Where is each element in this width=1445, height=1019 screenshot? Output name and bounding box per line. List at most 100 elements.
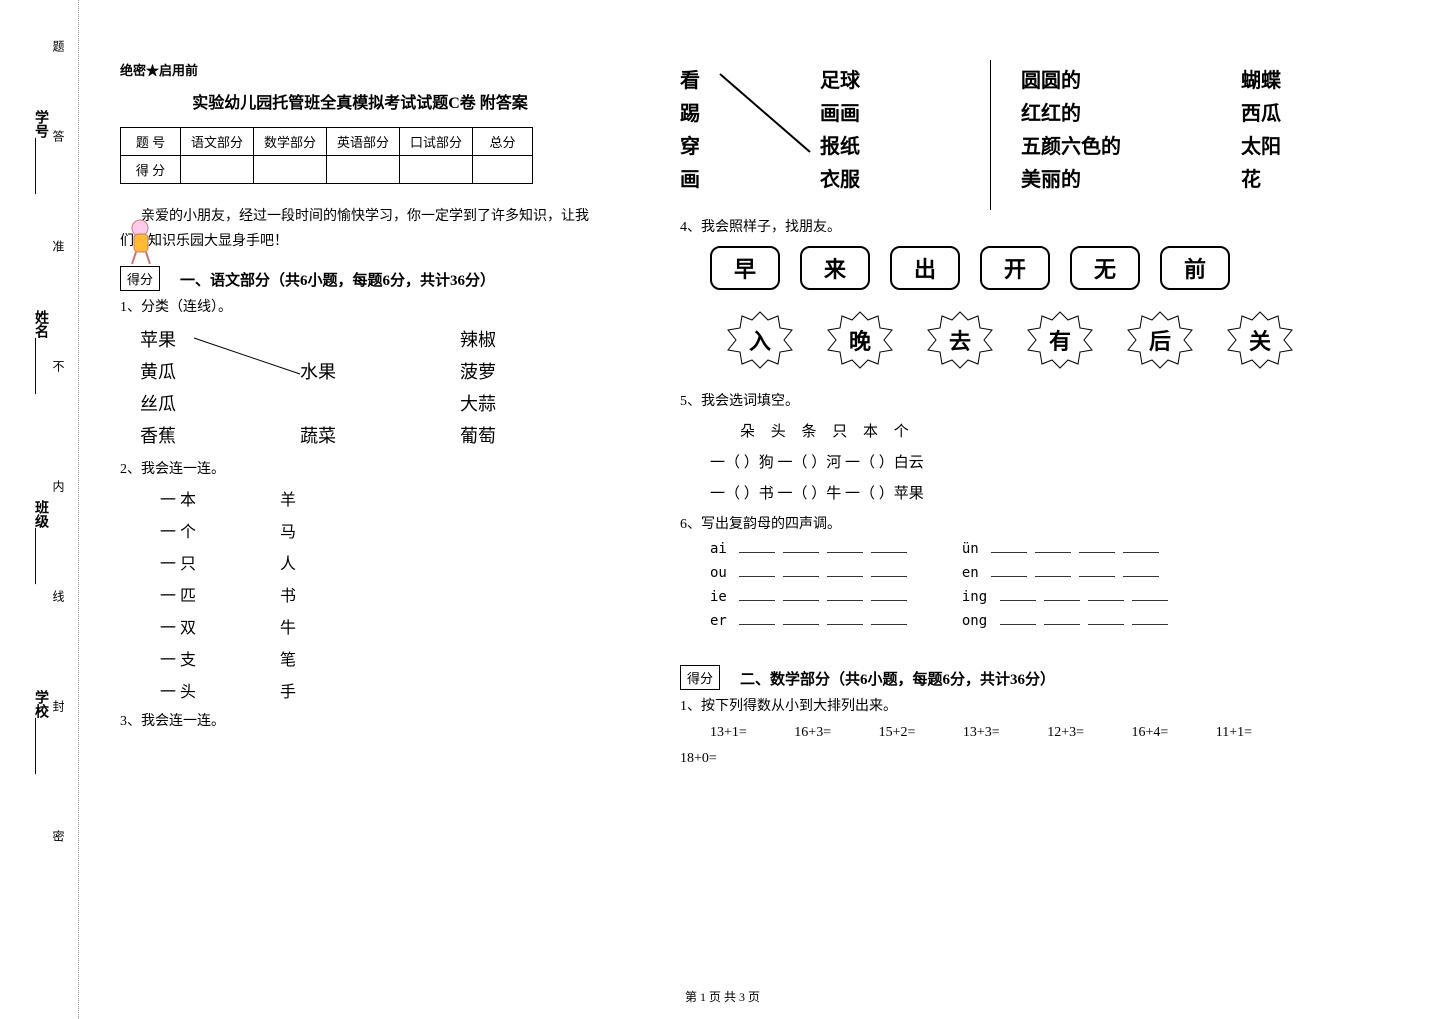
intro-text: 亲爱的小朋友，经过一段时间的愉快学习，你一定学到了许多知识，让我们去知识乐园大显… [120,204,600,254]
cell: 手 [280,678,360,702]
cell: 马 [280,518,360,542]
cell: 一 支 [160,646,280,670]
cell: 报纸 [820,130,960,159]
char: 无 [1070,246,1140,290]
cell: 红红的 [1021,97,1241,126]
cell: 一 个 [160,518,280,542]
th: 英语部分 [327,128,400,156]
confidential-mark: 绝密★启用前 [120,60,620,79]
eq: 18+0= [680,751,717,766]
mark: 线 [50,590,67,602]
cartoon-icon [122,216,162,266]
eq: 16+3= [794,725,831,740]
th: 题 号 [121,128,181,156]
mark: 封 [50,700,67,712]
cell: 蔬菜 [300,422,460,448]
cell: 人 [280,550,360,574]
sun-char: 关 [1220,310,1300,370]
td [254,156,327,184]
section-title: 一、语文部分（共6小题，每题6分，共计36分） [180,269,495,290]
q3-grid: 看足球 踢画画 穿报纸 画衣服 圆圆的蝴蝶 红红的西瓜 五颜六色的太阳 美丽的花 [680,60,1400,210]
cell: 一 匹 [160,582,280,606]
cell: 香蕉 [140,422,300,448]
left-column: 绝密★启用前 实验幼儿园托管班全真模拟考试试题C卷 附答案 题 号 语文部分 数… [100,20,620,736]
eq: 16+4= [1131,725,1168,740]
cell: 美丽的 [1021,163,1241,192]
cell: 书 [280,582,360,606]
binding-margin: 题 学号________ 答 准 姓名________ 不 内 班级______… [0,0,90,1019]
cell: 丝瓜 [140,390,300,416]
char: 开 [980,246,1050,290]
math-eq-row: 18+0= [680,751,1400,767]
scorebox: 得分 [120,266,160,291]
td [181,156,254,184]
td [327,156,400,184]
q3-num: 3、我会连一连。 [120,710,620,730]
page-footer: 第 1 页 共 3 页 [0,988,1445,1005]
cell [300,326,460,352]
td [473,156,533,184]
cell: 太阳 [1241,130,1381,159]
section-title: 二、数学部分（共6小题，每题6分，共计36分） [740,668,1055,689]
field-label: 姓名________ [30,310,50,394]
td [400,156,473,184]
eq: 13+1= [710,725,747,740]
q2-list: 一 本羊 一 个马 一 只人 一 匹书 一 双牛 一 支笔 一 头手 [160,486,620,702]
cell: 穿 [680,130,820,159]
sun-char: 后 [1120,310,1200,370]
field-label: 学校________ [30,690,50,774]
th: 数学部分 [254,128,327,156]
py-row: ai ün [710,541,1400,557]
exam-title: 实验幼儿园托管班全真模拟考试试题C卷 附答案 [100,89,620,113]
cell: 大蒜 [460,390,620,416]
q5-num: 5、我会选词填空。 [680,390,1400,410]
cell: 五颜六色的 [1021,130,1241,159]
q4-bottom: 入 晚 去 有 后 关 [720,310,1400,370]
cell: 踢 [680,97,820,126]
cell: 葡萄 [460,422,620,448]
cell: 蝴蝶 [1241,64,1381,93]
cell: 足球 [820,64,960,93]
cell: 牛 [280,614,360,638]
eq: 11+1= [1216,725,1252,740]
cell: 笔 [280,646,360,670]
cell: 画 [680,163,820,192]
q5-row: 一（ ）书 一（ ）牛 一（ ）苹果 [710,482,1400,503]
field-label: 学号________ [30,110,50,194]
right-column: 看足球 踢画画 穿报纸 画衣服 圆圆的蝴蝶 红红的西瓜 五颜六色的太阳 美丽的花… [680,60,1400,767]
th: 总分 [473,128,533,156]
mark: 题 [50,40,67,52]
score-table: 题 号 语文部分 数学部分 英语部分 口试部分 总分 得 分 [120,127,533,184]
table-row: 题 号 语文部分 数学部分 英语部分 口试部分 总分 [121,128,533,156]
eq: 15+2= [879,725,916,740]
cell: 看 [680,64,820,93]
eq: 13+3= [963,725,1000,740]
char: 出 [890,246,960,290]
math-q1-num: 1、按下列得数从小到大排列出来。 [680,695,1400,715]
cell: 画画 [820,97,960,126]
dotted-line [78,0,79,1019]
section-header: 一、语文部分（共6小题，每题6分，共计36分） [170,269,620,290]
py-row: ou en [710,565,1400,581]
char: 来 [800,246,870,290]
divider [990,60,991,210]
q4-top: 早 来 出 开 无 前 [710,246,1400,290]
field-label: 班级________ [30,500,50,584]
scorebox: 得分 [680,665,720,690]
th: 口试部分 [400,128,473,156]
math-eq-row: 13+1= 16+3= 15+2= 13+3= 12+3= 16+4= 11+1… [710,725,1400,741]
cell: 衣服 [820,163,960,192]
sun-char: 有 [1020,310,1100,370]
cell: 花 [1241,163,1381,192]
sun-char: 入 [720,310,800,370]
sun-char: 晚 [820,310,900,370]
eq: 12+3= [1047,725,1084,740]
mark: 答 [50,130,67,142]
cell: 一 只 [160,550,280,574]
cell: 黄瓜 [140,358,300,384]
cell: 羊 [280,486,360,510]
q5-bank: 朵 头 条 只 本 个 [740,420,1400,441]
cell: 西瓜 [1241,97,1381,126]
mark: 准 [50,240,67,252]
q4-num: 4、我会照样子，找朋友。 [680,216,1400,236]
